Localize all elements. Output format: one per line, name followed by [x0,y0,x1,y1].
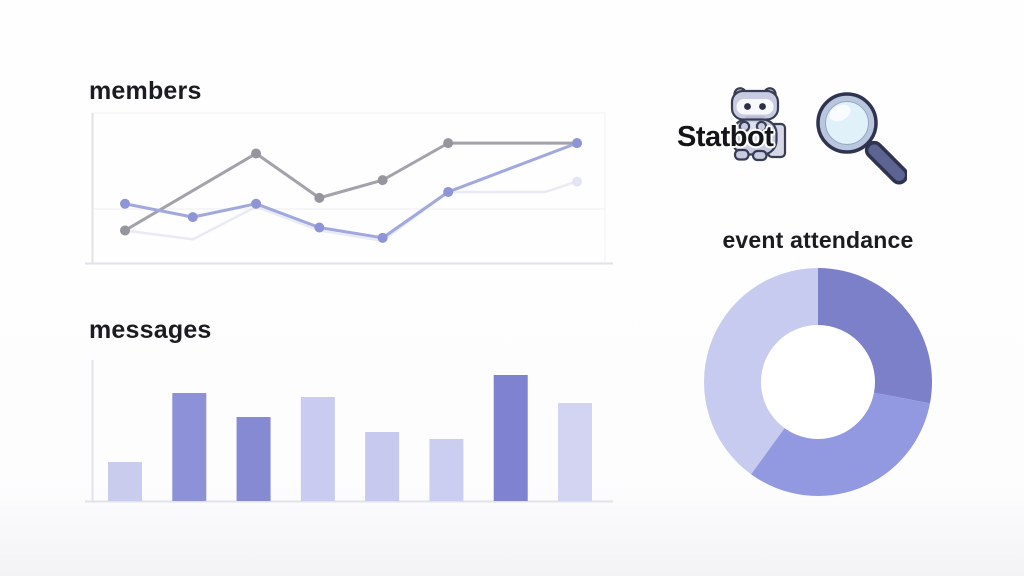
gray-line-point [314,192,325,203]
blue-line-point [120,198,130,209]
bar-3 [236,417,271,501]
blue-line-point [314,222,325,233]
gray-line-point [120,225,130,236]
bar-7 [493,375,528,501]
donut-slice-3 [704,268,818,475]
gray-line [123,141,579,232]
members-line-chart [85,112,613,265]
bar-2 [172,393,207,501]
ghost-line-point [572,176,582,187]
gray-line-point [251,148,262,159]
messages-bar-chart [85,360,613,503]
donut-slice-2 [750,382,930,496]
blue-line-point [187,212,198,223]
gray-line-point [377,175,388,186]
bar-5 [365,432,400,501]
statbot-wordmark: Statbot [677,121,774,153]
magnifying-glass-icon [816,92,907,185]
gray-line-point [443,138,454,149]
members-chart-title: members [89,77,202,105]
bar-8 [558,403,592,501]
blue-line-point [443,186,454,197]
line-chart-frame [91,112,606,264]
statbot-mascot-icon [730,87,787,162]
bar-1 [108,462,142,501]
bar-4 [300,397,335,501]
attendance-donut-chart [704,268,932,496]
donut-hole [761,325,875,439]
blue-line-point [377,232,388,243]
bar-6 [429,439,464,501]
blue-line-point [572,138,582,149]
ghost-line [123,180,579,243]
attendance-chart-title: event attendance [722,227,914,253]
blue-line-point [251,198,262,209]
messages-chart-title: messages [89,316,212,344]
